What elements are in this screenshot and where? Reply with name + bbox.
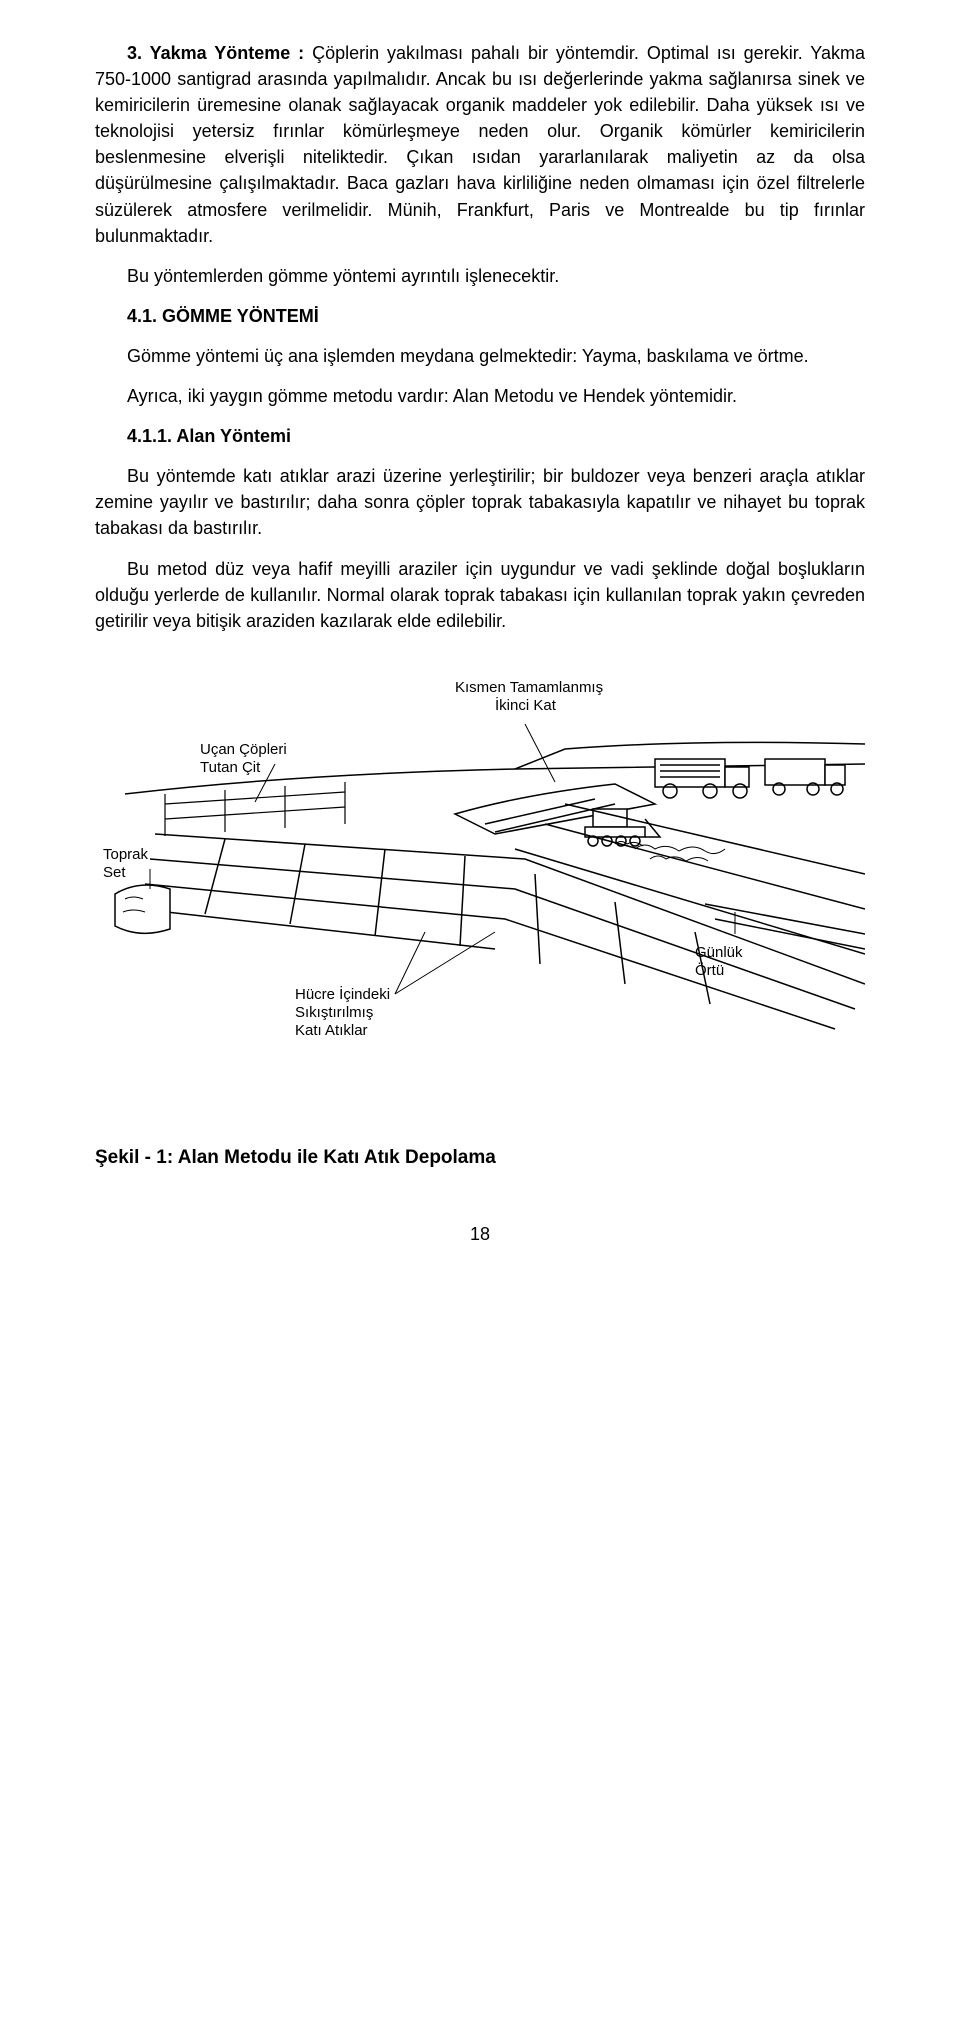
- heading-alan: 4.1.1. Alan Yöntemi: [95, 423, 865, 449]
- label-hucre3: Katı Atıklar: [295, 1022, 368, 1039]
- label-ucan1: Uçan Çöpleri: [200, 741, 287, 758]
- page-number: 18: [95, 1221, 865, 1247]
- label-set: Set: [103, 864, 126, 881]
- paragraph-alan-2: Bu metod düz veya hafif meyilli araziler…: [95, 556, 865, 634]
- label-gunluk1: Günlük: [695, 944, 743, 961]
- figure-caption: Şekil - 1: Alan Metodu ile Katı Atık Dep…: [95, 1144, 865, 1172]
- heading-gomme: 4.1. GÖMME YÖNTEMİ: [95, 303, 865, 329]
- label-ikinci: İkinci Kat: [495, 696, 557, 714]
- label-hucre1: Hücre İçindeki: [295, 985, 390, 1003]
- paragraph-gomme-intro: Gömme yöntemi üç ana işlemden meydana ge…: [95, 343, 865, 369]
- paragraph-yontemler: Bu yöntemlerden gömme yöntemi ayrıntılı …: [95, 263, 865, 289]
- yakma-text: Çöplerin yakılması pahalı bir yöntemdir.…: [95, 43, 865, 246]
- label-ucan2: Tutan Çit: [200, 759, 261, 776]
- yakma-heading-inline: 3. Yakma Yönteme :: [127, 43, 312, 63]
- label-hucre2: Sıkıştırılmış: [295, 1004, 373, 1021]
- label-gunluk2: Örtü: [695, 961, 724, 979]
- paragraph-alan-1: Bu yöntemde katı atıklar arazi üzerine y…: [95, 463, 865, 541]
- paragraph-metodlar: Ayrıca, iki yaygın gömme metodu vardır: …: [95, 383, 865, 409]
- figure-alan-metodu: Kısmen Tamamlanmış İkinci Kat Uçan Çöple…: [95, 664, 865, 1084]
- label-kismen: Kısmen Tamamlanmış: [455, 679, 603, 696]
- label-toprak: Toprak: [103, 846, 149, 863]
- paragraph-yakma: 3. Yakma Yönteme : Çöplerin yakılması pa…: [95, 40, 865, 249]
- landfill-diagram: Kısmen Tamamlanmış İkinci Kat Uçan Çöple…: [95, 664, 865, 1084]
